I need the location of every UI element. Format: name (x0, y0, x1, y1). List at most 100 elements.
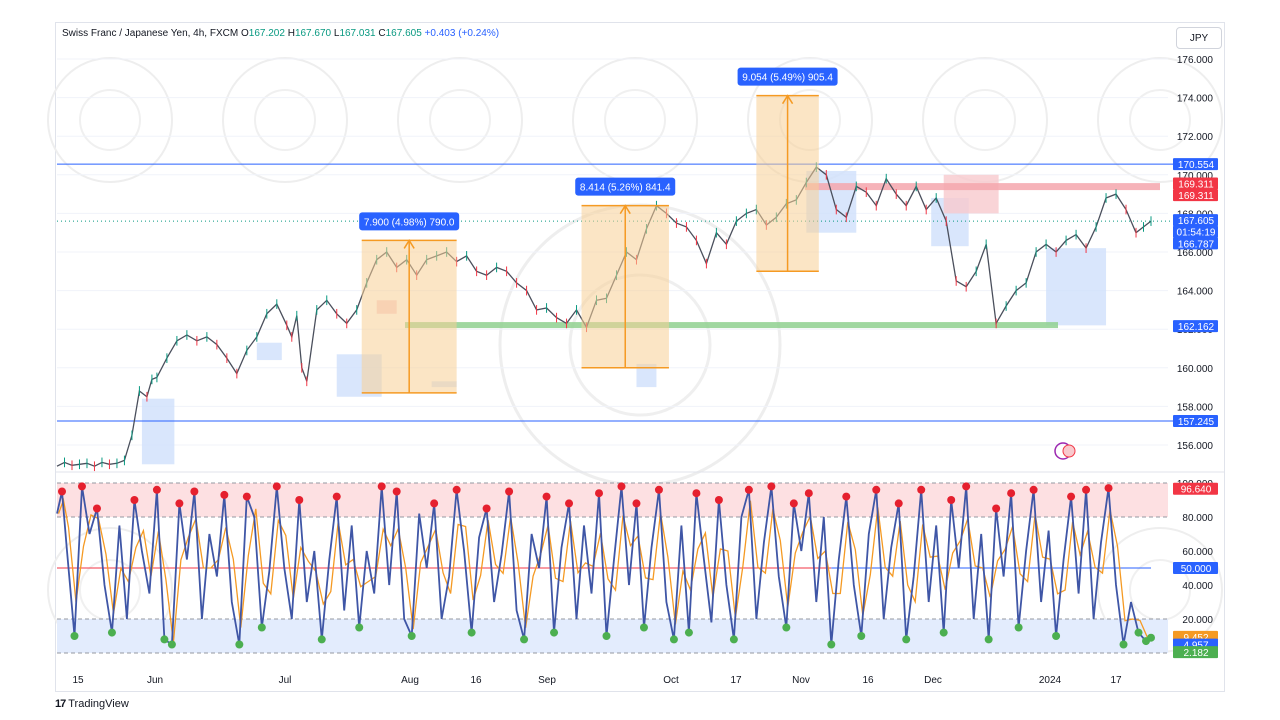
overbought-dot (1082, 485, 1091, 494)
overbought-dot (962, 482, 971, 491)
watermark-ring (922, 57, 1048, 183)
support-zone (405, 322, 1058, 329)
time-axis-label: Dec (924, 675, 942, 686)
time-axis-label: 16 (470, 675, 482, 686)
oversold-dot (235, 640, 244, 649)
alert-dot-icon (1062, 444, 1076, 458)
watermark-shield (1129, 89, 1191, 151)
stoch-k-line (56, 486, 1152, 647)
overbought-dot (767, 482, 776, 491)
price-tag-bg (1173, 320, 1218, 333)
overbought-dot (377, 482, 386, 491)
overbought-dot (789, 499, 798, 508)
overbought-dot (505, 487, 514, 496)
oversold-dot (1014, 623, 1023, 632)
price-tag-bg (1173, 158, 1218, 171)
oversold-dot (729, 635, 738, 644)
time-axis-label: 15 (72, 675, 84, 686)
oversold-dot (602, 632, 611, 640)
oversold-dot (1134, 628, 1143, 637)
time-axis-label: 2024 (1039, 675, 1062, 686)
close-value: 167.605 (385, 28, 422, 39)
oversold-dot (167, 640, 176, 649)
overbought-dot (842, 492, 851, 501)
overbought-dot (452, 485, 461, 494)
watermark-ring (1097, 57, 1223, 183)
oversold-dot (467, 628, 476, 637)
symbol-legend[interactable]: Swiss Franc / Japanese Yen, 4h, FXCM O16… (62, 28, 499, 39)
price-axis-label: 176.000 (1177, 55, 1214, 66)
measure-label: 8.414 (5.26%) 841.4 (580, 183, 671, 194)
overbought-dot (947, 496, 956, 504)
overbought-dot (92, 504, 101, 513)
watermark-shield (429, 89, 491, 151)
overbought-dot (77, 482, 86, 491)
oversold-dot (827, 640, 836, 649)
price-tag: 166.787 (1178, 239, 1215, 250)
price-tag: 167.605 (1178, 216, 1215, 227)
overbought-dot (392, 487, 401, 496)
overbought-dot (130, 496, 139, 504)
oscillator-axis-label: 20.000 (1182, 615, 1213, 626)
price-axis-label: 158.000 (1177, 402, 1214, 413)
overbought-dot (190, 487, 199, 496)
price-axis-label: 172.000 (1177, 132, 1214, 143)
oscillator-tag: 96.640 (1181, 485, 1212, 496)
oversold-dot (1119, 640, 1128, 649)
open-value: 167.202 (248, 28, 285, 39)
overbought-dot (152, 485, 161, 494)
price-tag-bg (1173, 177, 1218, 190)
oversold-dot (782, 623, 791, 632)
overbought-dot (617, 482, 626, 491)
watermark-ring (222, 57, 348, 183)
oversold-dot (520, 635, 529, 644)
measure-arrowhead (403, 239, 415, 249)
time-axis-label: Sep (538, 675, 556, 686)
oscillator-tag: 9.452 (1183, 633, 1208, 644)
overbought-dot (654, 485, 663, 494)
measure-label: 9.054 (5.49%) 905.4 (742, 73, 833, 84)
oversold-dot (1052, 632, 1061, 640)
tradingview-brand: TradingView (68, 698, 129, 710)
oversold-dot (1147, 633, 1156, 642)
overbought-dot (1067, 492, 1076, 501)
close-label: C (378, 28, 386, 39)
supply-demand-zone (141, 398, 175, 465)
supply-demand-zone (256, 342, 282, 361)
supply-demand-zone (943, 174, 999, 214)
overbought-dot (692, 489, 701, 498)
oversold-dot (317, 635, 326, 644)
oversold-dot (257, 623, 266, 632)
price-tag-bg (1173, 414, 1218, 427)
watermark-shield (604, 89, 666, 151)
price-tag: 170.554 (1178, 160, 1215, 171)
supply-demand-zone (636, 363, 657, 388)
measure-layer: 7.900 (4.98%) 790.0 8.414 (5.26%) 841.4 9.… (359, 67, 838, 394)
currency-button[interactable]: JPY (1176, 27, 1222, 49)
chart-frame (55, 22, 1225, 692)
oscillator-tag: 4.957 (1183, 641, 1208, 652)
oversold-dot (902, 635, 911, 644)
price-tag: 169.311 (1178, 179, 1214, 190)
price-axis-label: 164.000 (1177, 287, 1214, 298)
watermark-shield (954, 89, 1016, 151)
oversold-dot (857, 632, 866, 640)
price-tag-bg (1173, 189, 1218, 202)
measure-label-bg (575, 177, 676, 196)
oversold-dot (70, 632, 79, 640)
overbought-dot (295, 496, 304, 504)
overbought-dot (272, 482, 281, 491)
time-axis-label: 17 (730, 675, 742, 686)
measure-arrowhead (619, 204, 631, 215)
low-label: L (333, 28, 340, 39)
oscillator-tag-bg (1173, 562, 1218, 574)
overbought-dot (1104, 484, 1113, 493)
tradingview-footer[interactable]: 17 TradingView (55, 698, 129, 710)
measure-arrowhead (781, 94, 794, 105)
low-value: 167.031 (339, 28, 376, 39)
overbought-dot (220, 490, 229, 499)
time-axis-label: 17 (1110, 675, 1122, 686)
measure-label: 7.900 (4.98%) 790.0 (364, 217, 455, 228)
overbought-dot (804, 489, 813, 498)
